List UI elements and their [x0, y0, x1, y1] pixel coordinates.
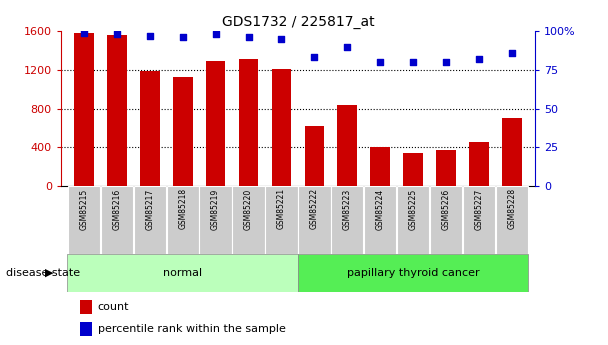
Point	[309, 55, 319, 60]
Text: ▶: ▶	[45, 268, 54, 277]
Bar	[107, 35, 126, 186]
Text: GSM85226: GSM85226	[441, 188, 451, 229]
Bar	[397, 186, 429, 254]
Text: GSM85222: GSM85222	[310, 188, 319, 229]
Point	[441, 59, 451, 65]
Text: GSM85219: GSM85219	[211, 188, 220, 229]
Bar	[67, 254, 298, 292]
Bar	[430, 186, 462, 254]
Bar	[265, 186, 297, 254]
Point	[474, 56, 484, 62]
Point	[145, 33, 154, 38]
Bar	[140, 71, 159, 186]
Bar	[305, 126, 324, 186]
Bar	[206, 61, 226, 186]
Bar	[101, 186, 133, 254]
Text: GSM85228: GSM85228	[508, 188, 516, 229]
Text: normal: normal	[163, 268, 202, 277]
Text: GSM85225: GSM85225	[409, 188, 418, 229]
Text: GSM85220: GSM85220	[244, 188, 253, 229]
Bar	[167, 186, 199, 254]
Text: GSM85223: GSM85223	[343, 188, 352, 229]
Bar	[370, 148, 390, 186]
Bar	[463, 186, 495, 254]
Text: GSM85221: GSM85221	[277, 188, 286, 229]
Point	[409, 59, 418, 65]
Bar	[436, 150, 456, 186]
Point	[211, 31, 221, 37]
Bar	[502, 118, 522, 186]
Bar	[272, 69, 291, 186]
Bar	[80, 300, 92, 314]
Point	[79, 30, 89, 35]
Text: count: count	[98, 302, 130, 312]
Bar	[364, 186, 396, 254]
Text: GSM85217: GSM85217	[145, 188, 154, 229]
Point	[178, 34, 187, 40]
Bar	[331, 186, 364, 254]
Bar	[238, 59, 258, 186]
Bar	[298, 254, 528, 292]
Text: GSM85227: GSM85227	[475, 188, 483, 229]
Bar	[80, 322, 92, 336]
Text: GSM85215: GSM85215	[80, 188, 88, 229]
Point	[112, 31, 122, 37]
Title: GDS1732 / 225817_at: GDS1732 / 225817_at	[221, 14, 375, 29]
Bar	[469, 142, 489, 186]
Bar	[67, 186, 100, 254]
Bar	[134, 186, 166, 254]
Bar	[232, 186, 264, 254]
Point	[507, 50, 517, 56]
Point	[244, 34, 254, 40]
Text: percentile rank within the sample: percentile rank within the sample	[98, 324, 286, 334]
Point	[342, 44, 352, 49]
Bar	[173, 77, 193, 186]
Bar	[496, 186, 528, 254]
Bar	[299, 186, 331, 254]
Point	[375, 59, 385, 65]
Text: papillary thyroid cancer: papillary thyroid cancer	[347, 268, 480, 277]
Bar	[337, 105, 357, 186]
Bar	[199, 186, 232, 254]
Text: GSM85224: GSM85224	[376, 188, 385, 229]
Text: GSM85216: GSM85216	[112, 188, 121, 229]
Text: disease state: disease state	[6, 268, 80, 277]
Point	[277, 36, 286, 42]
Text: GSM85218: GSM85218	[178, 188, 187, 229]
Bar	[74, 33, 94, 186]
Bar	[403, 153, 423, 186]
